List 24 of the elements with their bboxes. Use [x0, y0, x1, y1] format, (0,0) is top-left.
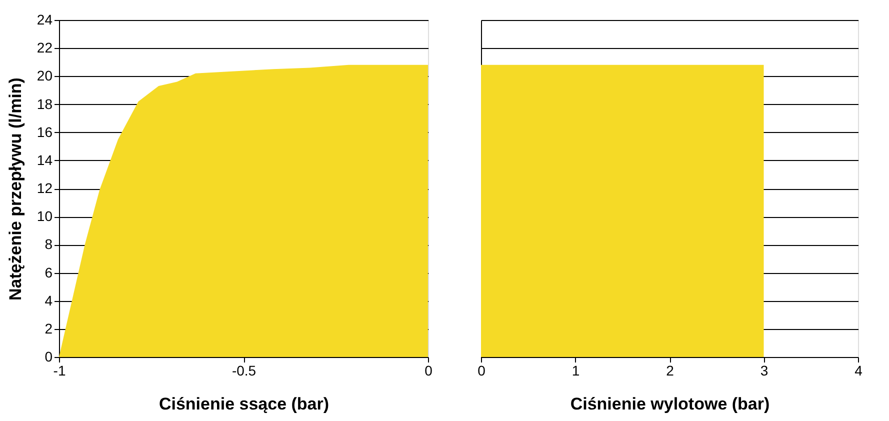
y-tick-label: 20 [36, 68, 53, 84]
x-tick-label: 4 [854, 362, 863, 378]
x-tick-label: -1 [53, 362, 66, 378]
x-tick-label: 2 [666, 362, 674, 378]
y-tick-label: 18 [36, 96, 53, 112]
y-tick-label: 2 [44, 320, 53, 336]
y-axis-title: Natężenie przepływu (l/min) [6, 78, 25, 300]
y-tick-label: 6 [44, 264, 53, 280]
y-tick-label: 24 [36, 12, 53, 28]
y-tick-label: 4 [44, 292, 53, 308]
x-tick-label: -0.5 [232, 362, 256, 378]
y-tick-label: 16 [36, 124, 53, 140]
y-tick-label: 14 [36, 152, 53, 168]
x-tick-label: 3 [760, 362, 768, 378]
y-tick-label: 10 [36, 208, 53, 224]
y-tick-label: 0 [44, 348, 53, 364]
y-tick-label: 22 [36, 40, 53, 56]
x-tick-label: 0 [424, 362, 433, 378]
x-tick-label: 1 [572, 362, 580, 378]
x-axis-title: Ciśnienie ssące (bar) [158, 394, 330, 414]
y-tick-label: 12 [36, 180, 53, 196]
x-tick-label: 0 [478, 362, 486, 378]
y-tick-label: 8 [44, 236, 53, 252]
x-axis-title: Ciśnienie wylotowe (bar) [570, 394, 770, 414]
